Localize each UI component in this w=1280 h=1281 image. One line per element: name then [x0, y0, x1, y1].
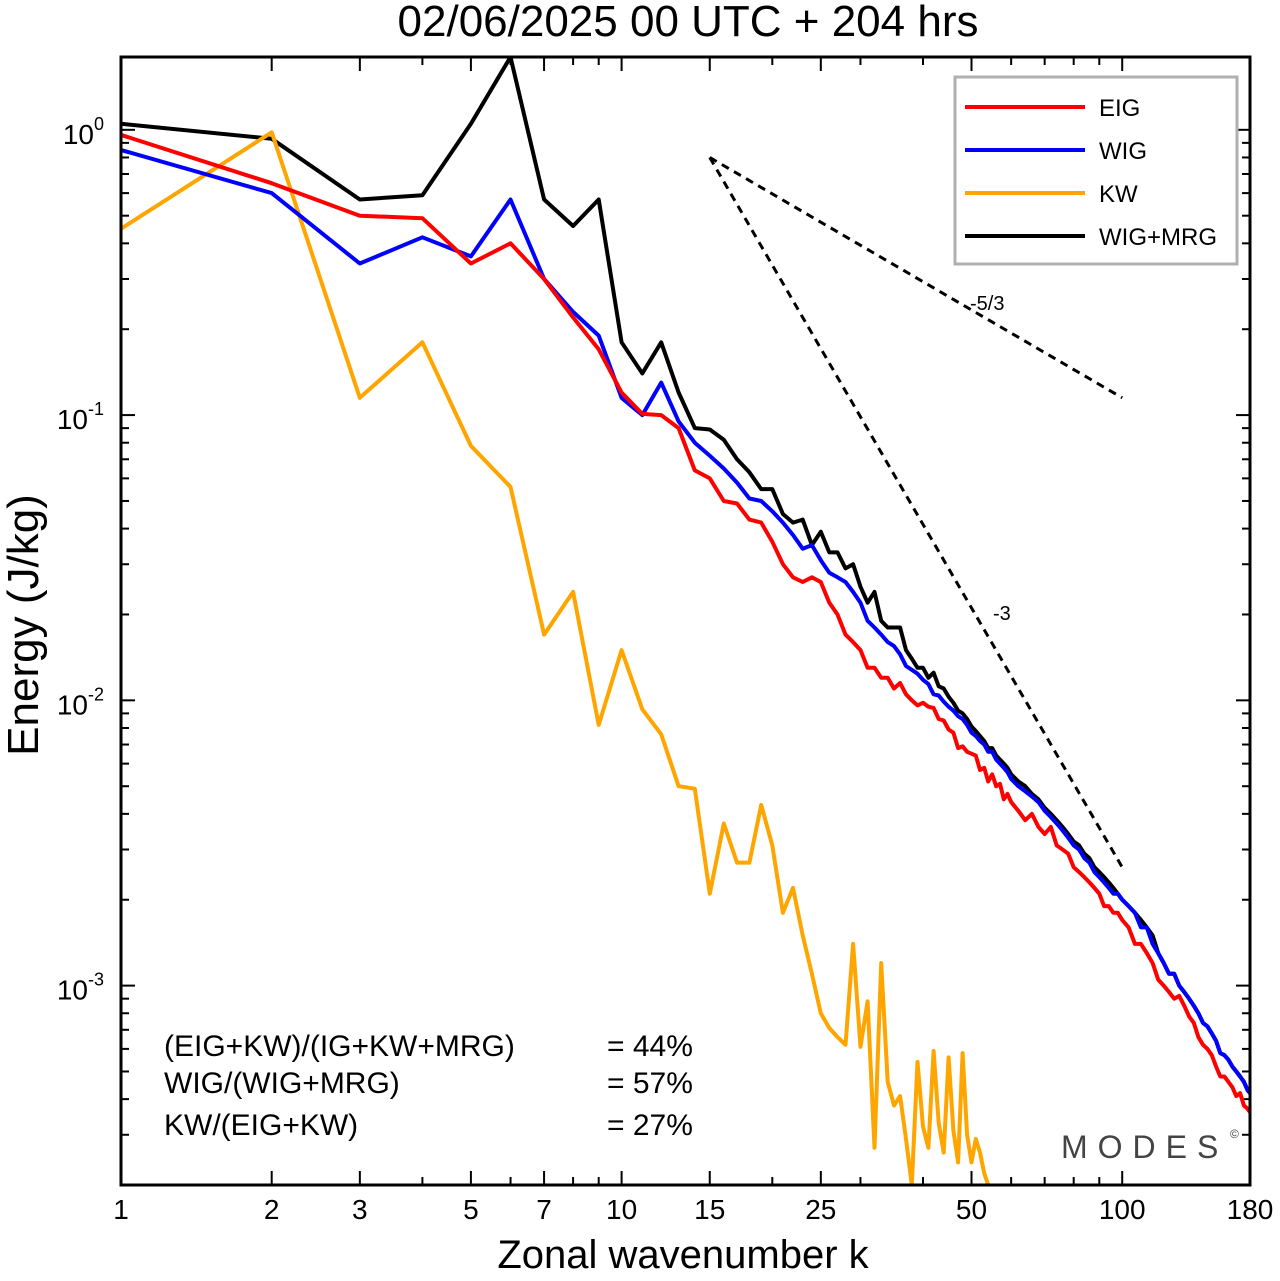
- series-layer: [121, 57, 1250, 1185]
- legend-label-kw: KW: [1099, 181, 1138, 208]
- y-axis-label: Energy (J/kg): [0, 494, 48, 756]
- x-tick-label: 50: [956, 1194, 987, 1225]
- stat-label-wig: WIG/(WIG+MRG): [164, 1067, 400, 1100]
- stat-value-kw: = 27%: [607, 1109, 693, 1142]
- y-tick-label: 10-2: [57, 684, 104, 720]
- reference-slope-label: -5/3: [970, 293, 1004, 315]
- stat-value-wig: = 57%: [607, 1067, 693, 1100]
- reference-slope-layer: -5/3 -3: [708, 156, 1124, 868]
- x-tick-label: 15: [694, 1194, 725, 1225]
- reference-slope-line: [709, 156, 1123, 400]
- y-tick-label: 10-1: [57, 399, 104, 435]
- x-tick-label: 7: [536, 1194, 552, 1225]
- y-tick-label: 10-3: [57, 970, 104, 1006]
- x-axis-label: Zonal wavenumber k: [497, 1233, 869, 1277]
- legend: EIG WIG KW WIG+MRG: [953, 75, 1239, 266]
- x-tick-label: 3: [352, 1194, 368, 1225]
- series-line-wig: [121, 148, 1250, 1095]
- stat-label-eig-kw: (EIG+KW)/(IG+KW+MRG): [164, 1030, 515, 1063]
- x-tick-label: 2: [264, 1194, 280, 1225]
- legend-label-wig: WIG: [1099, 138, 1147, 165]
- legend-label-wig-mrg: WIG+MRG: [1099, 224, 1217, 251]
- watermark-copyright-mark: ©: [1230, 1127, 1239, 1141]
- x-tick-label: 100: [1099, 1194, 1146, 1225]
- y-tick-label: 100: [63, 114, 104, 150]
- x-tick-label: 180: [1227, 1194, 1274, 1225]
- stat-label-kw: KW/(EIG+KW): [164, 1109, 358, 1142]
- series-line-kw: [121, 130, 991, 1185]
- reference-slope-label: -3: [993, 603, 1011, 625]
- chart-title: 02/06/2025 00 UTC + 204 hrs: [398, 0, 979, 46]
- modes-watermark: MODES: [1061, 1129, 1228, 1165]
- x-tick-label: 5: [463, 1194, 479, 1225]
- ratio-stats: (EIG+KW)/(IG+KW+MRG) = 44% WIG/(WIG+MRG)…: [164, 1030, 693, 1142]
- plot-frame: [119, 55, 1252, 1187]
- x-tick-label: 10: [606, 1194, 637, 1225]
- reference-slope-line: [708, 156, 1124, 868]
- legend-box: [953, 75, 1239, 266]
- series-line-eig: [121, 132, 1250, 1114]
- legend-label-eig: EIG: [1099, 95, 1140, 122]
- x-tick-label: 1: [113, 1194, 129, 1225]
- x-tick-label: 25: [805, 1194, 836, 1225]
- stat-value-eig-kw: = 44%: [607, 1030, 693, 1063]
